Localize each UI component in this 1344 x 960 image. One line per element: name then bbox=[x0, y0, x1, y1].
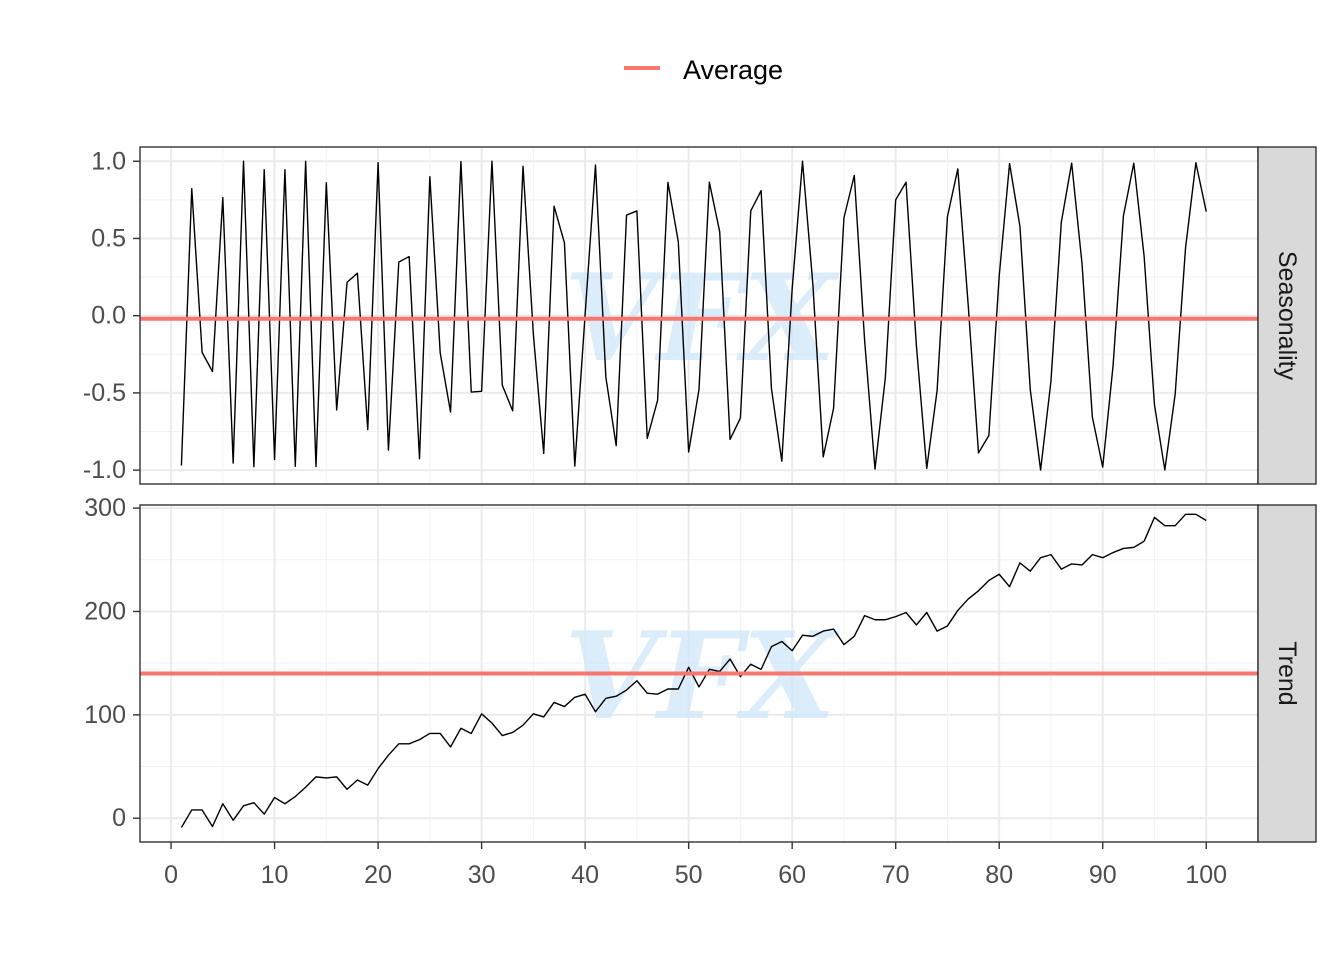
y-tick-label: 200 bbox=[84, 597, 126, 625]
y-tick-label: 100 bbox=[84, 701, 126, 729]
y-axis-seasonality: 1.0 0.5 0.0 -0.5 -1.0 bbox=[83, 147, 140, 484]
y-tick-label: 1.0 bbox=[91, 147, 126, 175]
legend-label-average: Average bbox=[683, 55, 783, 85]
y-axis-trend: 300 200 100 0 bbox=[84, 494, 140, 832]
y-tick-label: 300 bbox=[84, 494, 126, 522]
series-line-trend bbox=[180, 513, 1207, 828]
y-tick-label: 0.0 bbox=[91, 302, 126, 330]
watermark-trend: VFX bbox=[564, 606, 839, 747]
panel-trend: VFX 300 200 100 0 Trend bbox=[84, 494, 1317, 843]
x-tick-label: 20 bbox=[364, 861, 392, 889]
x-tick-label: 60 bbox=[778, 861, 806, 889]
x-tick-label: 90 bbox=[1089, 861, 1117, 889]
x-tick-label: 50 bbox=[675, 861, 703, 889]
x-tick-label: 40 bbox=[571, 861, 599, 889]
x-tick-label: 70 bbox=[882, 861, 910, 889]
strip-seasonality bbox=[1257, 146, 1317, 485]
x-tick-label: 0 bbox=[164, 861, 178, 889]
y-tick-label: -0.5 bbox=[83, 379, 126, 407]
strip-trend bbox=[1257, 504, 1317, 843]
strip-label-trend: Trend bbox=[1273, 641, 1301, 705]
panel-seasonality: VFX 1.00.50.0-0.5-1.0 Seasonality bbox=[83, 146, 1317, 485]
x-tick-label: 100 bbox=[1185, 861, 1227, 889]
y-tick-label: 0.5 bbox=[91, 224, 126, 252]
x-tick-label: 10 bbox=[261, 861, 289, 889]
y-tick-label: -1.0 bbox=[83, 456, 126, 484]
legend: Average bbox=[624, 55, 783, 85]
strip-label-seasonality: Seasonality bbox=[1273, 251, 1301, 381]
series-line-seasonality bbox=[180, 160, 1207, 471]
x-axis: 0 10 20 30 40 50 60 70 80 90 100 bbox=[164, 842, 1227, 889]
x-tick-label: 80 bbox=[985, 861, 1013, 889]
x-tick-label: 30 bbox=[468, 861, 496, 889]
y-tick-label: 0 bbox=[112, 804, 126, 832]
